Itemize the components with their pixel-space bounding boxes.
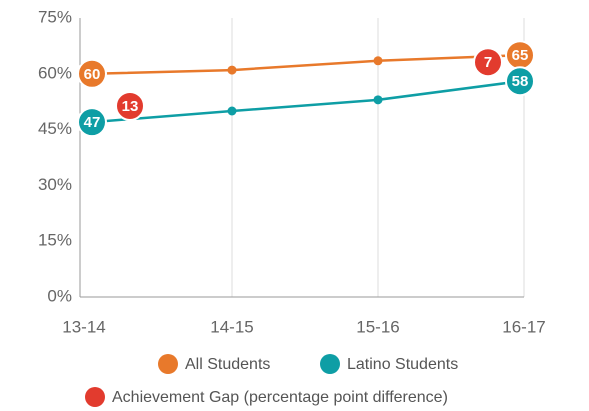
y-tick-label: 15%: [38, 231, 72, 250]
legend-label: Latino Students: [347, 356, 458, 373]
legend-label: Achievement Gap (percentage point differ…: [112, 389, 448, 406]
series-line: [91, 53, 521, 76]
x-tick-label: 13-14: [62, 317, 105, 336]
x-tick-label: 16-17: [502, 317, 545, 336]
data-label: 60: [84, 66, 101, 83]
point-bubble: [77, 107, 107, 138]
gap-bubble: [115, 90, 145, 121]
point: [227, 106, 237, 116]
y-tick-label: 0%: [47, 286, 72, 305]
data-label: 47: [84, 114, 101, 131]
y-tick-label: 45%: [38, 119, 72, 138]
series-line: [91, 80, 521, 124]
data-label: 13: [122, 98, 139, 115]
point: [373, 95, 383, 105]
legend-label: All Students: [185, 356, 270, 373]
y-tick-label: 30%: [38, 175, 72, 194]
legend-swatch: [85, 387, 105, 407]
data-label: 58: [512, 73, 529, 90]
data-label: 7: [484, 54, 492, 71]
point-bubble: [77, 58, 107, 89]
point-bubble: [505, 66, 535, 97]
y-tick-label: 75%: [38, 7, 72, 26]
point: [227, 65, 237, 75]
y-tick-label: 60%: [38, 63, 72, 82]
legend-swatch: [320, 354, 340, 374]
x-tick-label: 14-15: [210, 317, 253, 336]
gap-bubble: [473, 47, 503, 78]
point: [373, 56, 383, 66]
x-tick-label: 15-16: [356, 317, 399, 336]
data-label: 65: [512, 47, 529, 64]
legend-swatch: [158, 354, 178, 374]
